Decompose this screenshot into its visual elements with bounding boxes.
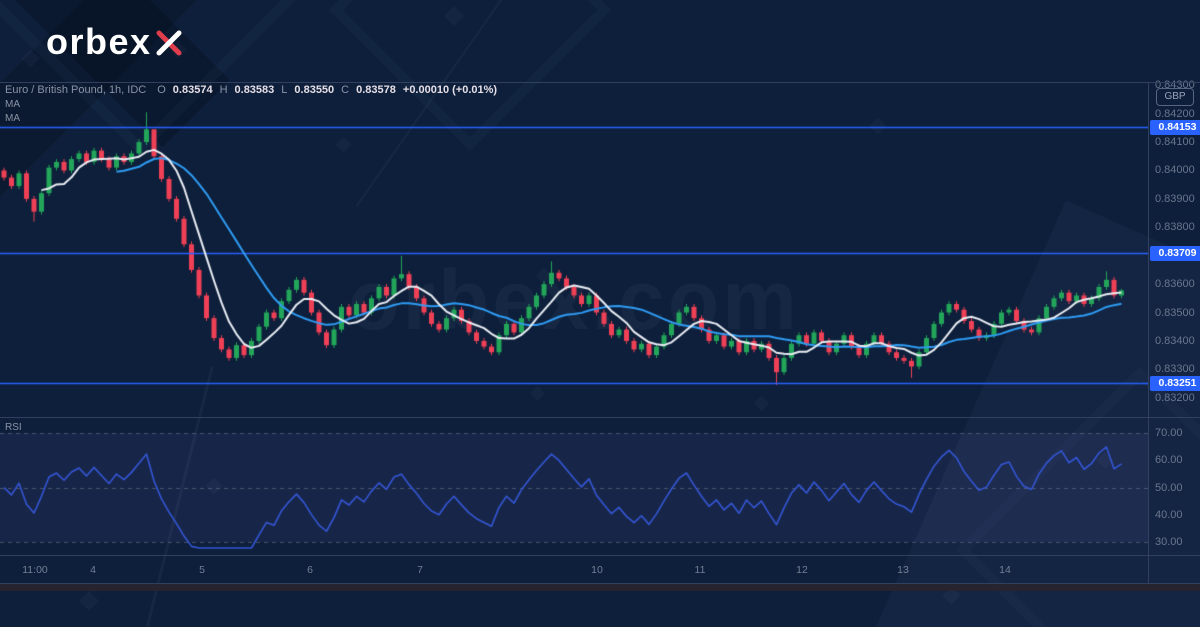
close-label: C	[341, 84, 350, 96]
rsi-axis-tick: 50.00	[1155, 481, 1183, 494]
rsi-axis-tick: 70.00	[1155, 427, 1183, 439]
time-axis-tick: 4	[90, 564, 96, 576]
rsi-pane[interactable]	[0, 417, 1148, 555]
time-axis-tick: 10	[591, 564, 603, 576]
currency-badge[interactable]: GBP	[1156, 88, 1194, 106]
deco-diamond	[444, 6, 464, 26]
price-axis-tick: 0.83600	[1155, 278, 1195, 291]
high-value: 0.83583	[234, 84, 275, 96]
logo-text: orbex	[46, 21, 152, 62]
price-axis-tick: 0.83800	[1155, 221, 1195, 234]
ma-slow-label: MA	[5, 113, 20, 124]
price-level-label: 0.84153	[1150, 119, 1200, 135]
price-axis-tick: 0.83200	[1155, 391, 1195, 404]
price-axis-tick: 0.83400	[1155, 334, 1195, 347]
time-axis-tick: 5	[199, 564, 205, 576]
widget-top-border	[0, 82, 1200, 83]
symbol-title: Euro / British Pound, 1h, IDC	[5, 84, 147, 96]
price-axis-tick: 0.83500	[1155, 306, 1195, 319]
rsi-axis-tick: 30.00	[1155, 536, 1183, 548]
open-label: O	[157, 84, 166, 96]
time-axis-tick: 11	[694, 564, 706, 576]
rsi-axis-tick: 40.00	[1155, 508, 1183, 521]
change-value: +0.00010 (+0.01%)	[402, 84, 498, 96]
time-axis-tick: 13	[897, 564, 909, 576]
price-pane[interactable]	[0, 82, 1148, 417]
price-axis-tick: 0.83900	[1155, 192, 1195, 205]
widget-bottom-border	[0, 583, 1200, 584]
deco-diamond	[79, 591, 99, 611]
time-axis-tick: 11:00	[22, 564, 48, 576]
low-label: L	[281, 84, 288, 96]
pane-separator	[0, 417, 1200, 418]
logo-x-icon	[156, 30, 182, 56]
orbex-logo: orbex	[46, 20, 184, 64]
rsi-indicator-label: RSI	[5, 422, 22, 433]
symbol-header: Euro / British Pound, 1h, IDC O 0.83574 H…	[5, 84, 497, 96]
price-axis-tick: 0.84200	[1155, 107, 1195, 120]
close-value: 0.83578	[356, 84, 396, 96]
deco-diamond	[21, 49, 40, 68]
price-level-label: 0.83709	[1150, 245, 1200, 261]
price-level-label: 0.83251	[1150, 375, 1200, 391]
open-value: 0.83574	[172, 84, 213, 96]
price-axis-tick: 0.83300	[1155, 363, 1195, 376]
high-label: H	[219, 84, 228, 96]
low-value: 0.83550	[294, 84, 335, 96]
time-axis-tick: 12	[796, 564, 808, 576]
time-axis-tick: 6	[307, 564, 313, 576]
ma-fast-label: MA	[5, 99, 20, 110]
price-axis-border	[1148, 82, 1149, 583]
price-axis-tick: 0.84100	[1155, 136, 1195, 149]
price-axis-tick: 0.84000	[1155, 164, 1195, 177]
bottom-strip	[0, 583, 1200, 591]
time-axis-top-border	[0, 555, 1200, 556]
time-axis-tick: 7	[417, 564, 423, 576]
time-axis-tick: 14	[999, 564, 1011, 576]
rsi-axis-tick: 60.00	[1155, 454, 1183, 467]
